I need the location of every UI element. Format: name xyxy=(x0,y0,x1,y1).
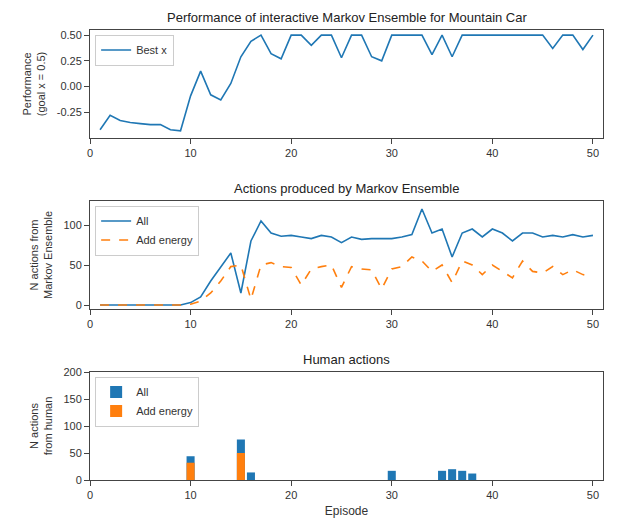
svg-text:0: 0 xyxy=(76,474,82,486)
svg-text:30: 30 xyxy=(386,318,398,330)
svg-text:50: 50 xyxy=(70,259,82,271)
svg-text:Add energy: Add energy xyxy=(136,405,193,417)
svg-text:0.25: 0.25 xyxy=(60,55,81,67)
svg-text:Add energy: Add energy xyxy=(136,234,193,246)
svg-text:100: 100 xyxy=(63,219,81,231)
svg-text:50: 50 xyxy=(587,147,599,159)
svg-text:20: 20 xyxy=(285,147,297,159)
svg-text:10: 10 xyxy=(184,489,196,501)
svg-text:Best x: Best x xyxy=(136,44,167,56)
svg-text:50: 50 xyxy=(70,447,82,459)
svg-text:100: 100 xyxy=(63,420,81,432)
svg-text:40: 40 xyxy=(486,318,498,330)
svg-text:20: 20 xyxy=(285,318,297,330)
svg-text:All: All xyxy=(136,386,148,398)
svg-text:Performance(goal x = 0.5): Performance(goal x = 0.5) xyxy=(21,52,47,117)
svg-text:N actionsfrom human: N actionsfrom human xyxy=(28,397,54,456)
svg-text:0: 0 xyxy=(87,489,93,501)
svg-text:30: 30 xyxy=(386,147,398,159)
svg-text:Performance of interactive Mar: Performance of interactive Markov Ensemb… xyxy=(167,10,527,25)
svg-text:0.50: 0.50 xyxy=(60,29,81,41)
svg-text:N actions fromMarkov Ensemble: N actions fromMarkov Ensemble xyxy=(28,211,54,299)
svg-text:10: 10 xyxy=(184,318,196,330)
svg-text:10: 10 xyxy=(184,147,196,159)
svg-text:40: 40 xyxy=(486,147,498,159)
svg-text:200: 200 xyxy=(63,366,81,378)
svg-text:0.00: 0.00 xyxy=(60,80,81,92)
svg-text:50: 50 xyxy=(587,318,599,330)
svg-text:30: 30 xyxy=(386,489,398,501)
svg-text:0: 0 xyxy=(76,299,82,311)
svg-text:-0.25: -0.25 xyxy=(57,106,82,118)
svg-text:50: 50 xyxy=(587,489,599,501)
svg-text:Actions produced by Markov Ens: Actions produced by Markov Ensemble xyxy=(234,181,459,196)
svg-text:150: 150 xyxy=(63,393,81,405)
svg-text:20: 20 xyxy=(285,489,297,501)
svg-text:Human actions: Human actions xyxy=(303,352,390,367)
svg-text:0: 0 xyxy=(87,318,93,330)
svg-text:Episode: Episode xyxy=(325,504,369,518)
svg-text:40: 40 xyxy=(486,489,498,501)
svg-text:0: 0 xyxy=(87,147,93,159)
svg-text:All: All xyxy=(136,215,148,227)
